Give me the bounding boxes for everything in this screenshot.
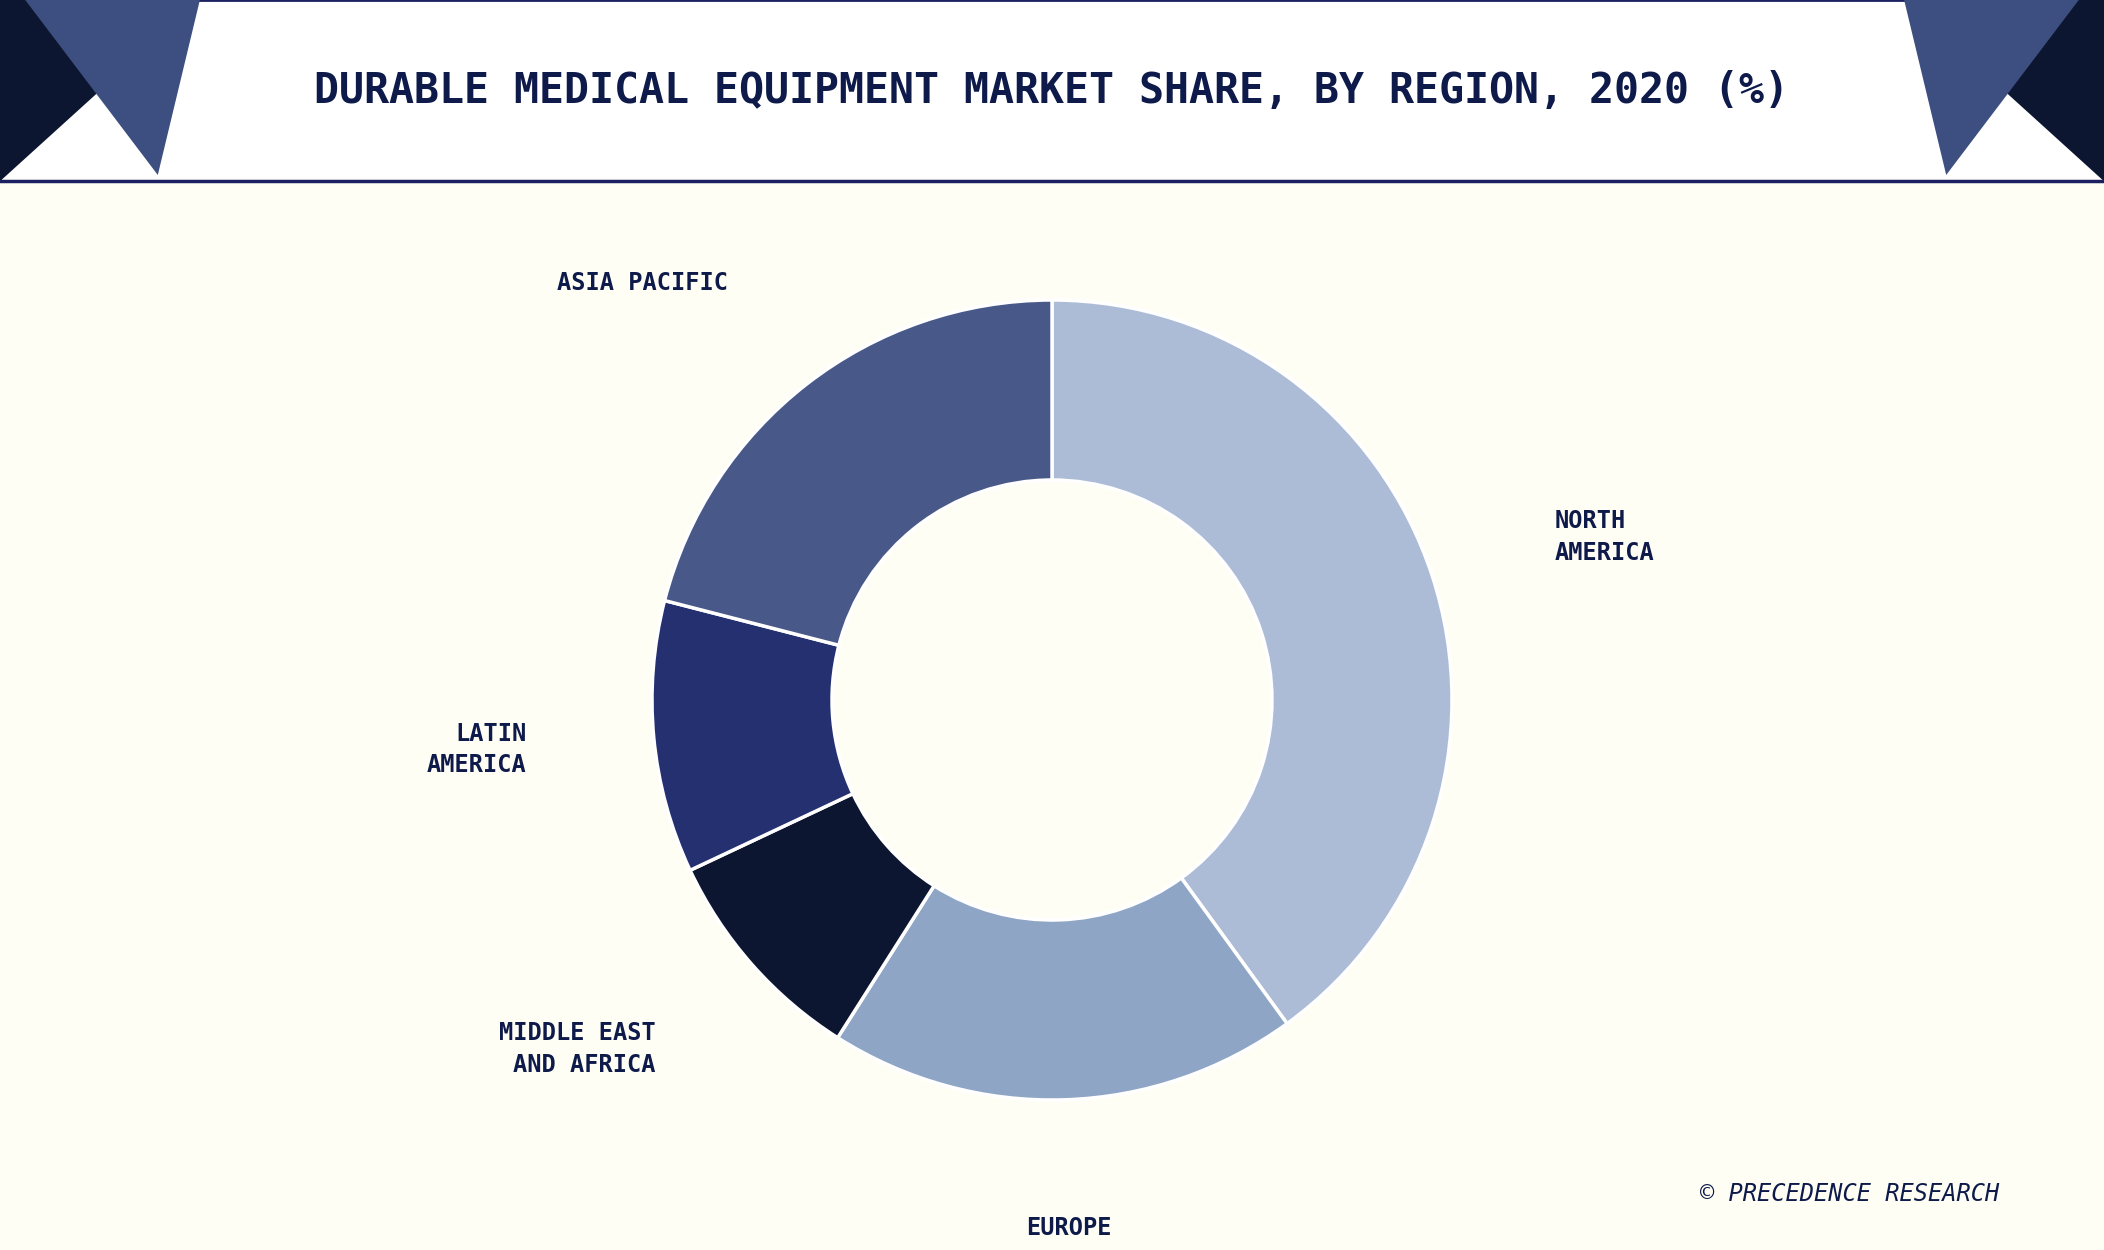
Text: ASIA PACIFIC: ASIA PACIFIC (558, 271, 728, 295)
Wedge shape (837, 878, 1288, 1100)
Wedge shape (665, 300, 1052, 645)
Text: © PRECEDENCE RESEARCH: © PRECEDENCE RESEARCH (1700, 1182, 1999, 1206)
Wedge shape (1052, 300, 1452, 1024)
Text: LATIN
AMERICA: LATIN AMERICA (427, 722, 526, 778)
Text: EUROPE: EUROPE (1027, 1216, 1111, 1240)
Wedge shape (690, 794, 934, 1038)
Wedge shape (652, 600, 852, 870)
Text: NORTH
AMERICA: NORTH AMERICA (1555, 509, 1654, 565)
Text: DURABLE MEDICAL EQUIPMENT MARKET SHARE, BY REGION, 2020 (%): DURABLE MEDICAL EQUIPMENT MARKET SHARE, … (313, 70, 1791, 111)
Text: MIDDLE EAST
AND AFRICA: MIDDLE EAST AND AFRICA (499, 1021, 656, 1078)
